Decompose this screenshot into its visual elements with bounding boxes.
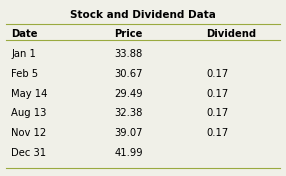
Text: 0.17: 0.17 (206, 89, 228, 99)
Text: May 14: May 14 (11, 89, 48, 99)
Text: Price: Price (114, 29, 143, 39)
Text: Aug 13: Aug 13 (11, 108, 47, 118)
Text: Dividend: Dividend (206, 29, 256, 39)
Text: 39.07: 39.07 (114, 128, 143, 138)
Text: Date: Date (11, 29, 38, 39)
Text: 30.67: 30.67 (114, 69, 143, 79)
Text: Stock and Dividend Data: Stock and Dividend Data (70, 10, 216, 20)
Text: 41.99: 41.99 (114, 148, 143, 158)
Text: Feb 5: Feb 5 (11, 69, 39, 79)
Text: 0.17: 0.17 (206, 108, 228, 118)
Text: Jan 1: Jan 1 (11, 49, 36, 59)
Text: 29.49: 29.49 (114, 89, 143, 99)
Text: 32.38: 32.38 (114, 108, 143, 118)
Text: Dec 31: Dec 31 (11, 148, 47, 158)
Text: 33.88: 33.88 (114, 49, 143, 59)
Text: 0.17: 0.17 (206, 128, 228, 138)
Text: Nov 12: Nov 12 (11, 128, 47, 138)
Text: 0.17: 0.17 (206, 69, 228, 79)
